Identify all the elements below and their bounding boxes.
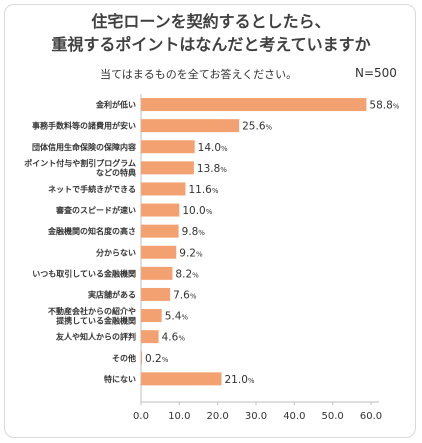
bar — [141, 161, 194, 175]
data-label: 25.6% — [242, 121, 272, 133]
bar — [141, 98, 367, 112]
bar — [141, 140, 195, 154]
bar — [141, 330, 159, 344]
category-label: 審査のスピードが速い — [55, 205, 136, 215]
category-label: 不動産会社からの紹介や提携している金融機関 — [48, 306, 136, 326]
data-label: 9.8% — [182, 226, 206, 238]
data-label: 5.4% — [165, 311, 189, 323]
category-label: 友人や知人からの評判 — [55, 332, 136, 342]
bar — [141, 372, 222, 386]
category-label: 団体信用生命保険の保障内容 — [32, 142, 136, 152]
chart-title-line1: 住宅ローンを契約するとしたら、 — [91, 12, 331, 31]
category-label: 金融機関の知名度の高さ — [47, 226, 136, 236]
category-label: ネットで手続きができる — [48, 184, 136, 194]
data-label: 11.6% — [188, 184, 218, 196]
data-label: 8.2% — [175, 268, 199, 280]
data-label: 10.0% — [182, 205, 212, 217]
data-label: 58.8% — [369, 100, 399, 112]
category-label: 実店舗がある — [88, 289, 136, 299]
x-tick-label: 40.0 — [283, 411, 305, 422]
category-label: 事務手数料等の諸費用が安い — [32, 121, 136, 131]
x-tick-label: 60.0 — [360, 411, 382, 422]
category-label: いつも取引している金融機関 — [32, 268, 136, 278]
bar — [141, 245, 177, 259]
data-label: 4.6% — [162, 332, 186, 344]
data-label: 13.8% — [197, 163, 227, 175]
data-label: 9.2% — [179, 247, 203, 259]
chart-title-line2: 重視するポイントはなんだと考えていますか — [51, 35, 371, 54]
sample-size-label: N=500 — [355, 66, 397, 80]
category-label: 特にない — [104, 374, 136, 384]
data-label: 7.6% — [173, 289, 197, 301]
bar — [141, 266, 173, 280]
bar — [141, 119, 240, 133]
bar — [141, 203, 180, 217]
bar — [141, 182, 186, 196]
x-tick-label: 30.0 — [245, 411, 267, 422]
bar — [141, 224, 179, 238]
x-tick-label: 0.0 — [133, 411, 149, 422]
chart-subtitle: 当てはまるものを全てお答えください。 — [100, 68, 298, 81]
data-label: 14.0% — [198, 142, 228, 154]
bar — [141, 287, 171, 301]
x-tick-label: 50.0 — [322, 411, 344, 422]
x-tick-label: 10.0 — [168, 411, 190, 422]
category-label: 金利が低い — [95, 100, 136, 110]
data-label: 21.0% — [225, 374, 255, 386]
chart-card — [4, 4, 416, 438]
category-label: その他 — [112, 353, 136, 363]
data-label: 0.2% — [145, 353, 169, 365]
bar — [141, 309, 162, 323]
category-label: ポイント付与や割引プログラムなどの特典 — [24, 158, 136, 178]
category-label: 分からない — [96, 247, 136, 257]
bar — [141, 351, 142, 365]
x-tick-label: 20.0 — [207, 411, 229, 422]
